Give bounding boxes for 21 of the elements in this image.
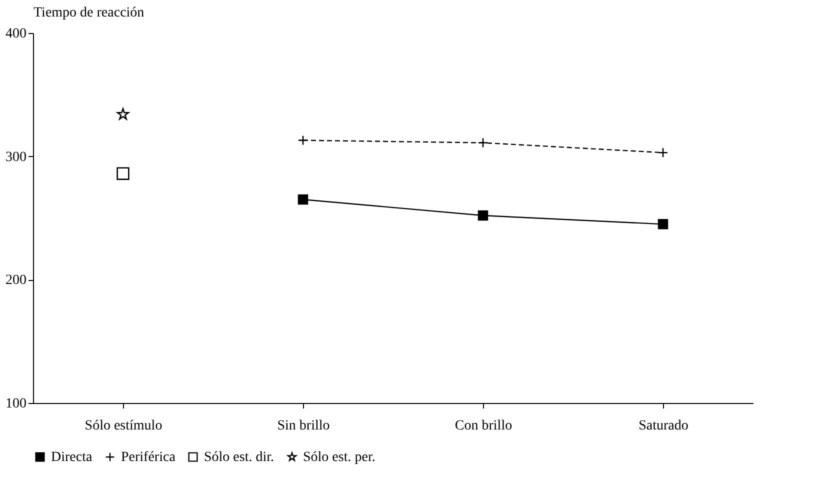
legend-label: Periférica [121,450,176,465]
point [478,210,488,221]
y-tick-label: 200 [6,273,26,288]
legend-label: Sólo est. per. [303,450,376,465]
y-tick-label: 400 [6,26,26,42]
x-tick-label: Saturado [638,418,688,434]
y-tick-label: 100 [6,396,26,412]
y-axis-title: Tiempo de reacción [34,6,144,20]
point [658,148,668,158]
point [116,108,130,120]
legend-label: Directa [51,450,93,465]
point [658,219,668,230]
point [478,138,488,148]
point [298,135,308,146]
legend-label: Sólo est. dir. [204,450,274,465]
x-tick-label: Con brillo [454,418,512,434]
x-tick-label: Sin brillo [277,418,330,434]
point [116,167,130,180]
y-tick-label: 300 [6,150,26,165]
point [298,194,308,205]
x-tick-label: Sólo estímulo [84,418,162,434]
